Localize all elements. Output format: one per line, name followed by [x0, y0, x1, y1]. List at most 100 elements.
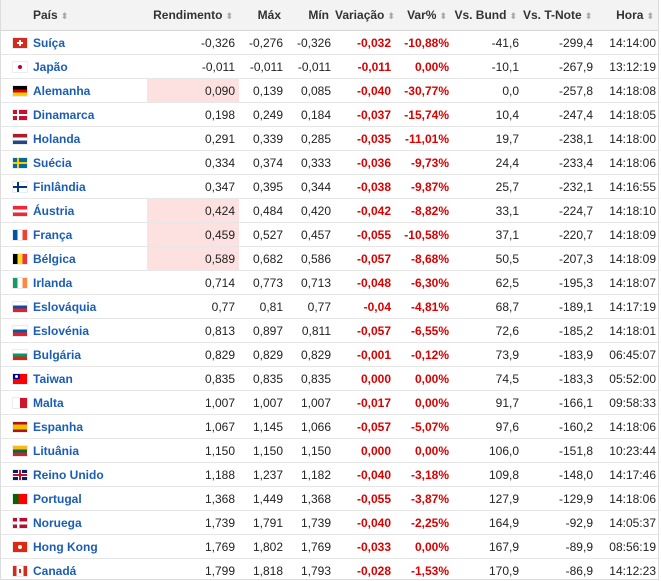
high-column-header[interactable]: Máx [239, 0, 287, 31]
country-link[interactable]: Suécia [33, 155, 72, 170]
country-cell[interactable]: Suécia [33, 150, 147, 175]
country-cell[interactable]: Japão [33, 54, 147, 79]
country-cell[interactable]: Áustria [33, 198, 147, 223]
country-link[interactable]: Lituânia [33, 443, 80, 458]
country-cell[interactable]: Espanha [33, 414, 147, 439]
high-cell: 0,682 [239, 246, 287, 271]
flag-cell [1, 222, 33, 247]
vs-bund-cell: -10,1 [453, 54, 523, 79]
country-link[interactable]: Hong Kong [33, 539, 98, 554]
si-flag-icon [13, 326, 27, 337]
country-link[interactable]: Malta [33, 395, 64, 410]
country-link[interactable]: Portugal [33, 491, 82, 506]
country-link[interactable]: Eslováquia [33, 299, 97, 314]
table-row: Bélgica 0,589 0,682 0,586 -0,057 -8,68% 50,5 -2… [1, 246, 658, 271]
country-cell[interactable]: Taiwan [33, 366, 147, 391]
low-cell: 1,769 [287, 534, 335, 559]
table-row: Bulgária 0,829 0,829 0,829 -0,001 -0,12% 73,9-… [1, 342, 658, 367]
sort-icon[interactable]: ⬍ [646, 11, 654, 21]
vs-tnote-column-header[interactable]: Vs. T-Note ⬍ [523, 0, 597, 31]
country-cell[interactable]: Alemanha [33, 78, 147, 103]
sort-icon[interactable]: ⬍ [60, 11, 69, 21]
country-cell[interactable]: Portugal [33, 486, 147, 511]
low-cell: 1,739 [287, 510, 335, 535]
country-link[interactable]: Finlândia [33, 179, 86, 194]
change-pct-cell: -6,55% [395, 318, 453, 343]
table-row: Alemanha 0,090 0,139 0,085 -0,040 -30,77% 0,0-… [1, 78, 658, 103]
change-column-header[interactable]: Variação ⬍ [335, 0, 395, 31]
country-link[interactable]: Japão [33, 59, 68, 74]
country-link[interactable]: Taiwan [33, 371, 73, 386]
header-row: País ⬍ Rendimento ⬍ Máx Mín Variação ⬍ Var%… [1, 0, 658, 31]
country-link[interactable]: Eslovénia [33, 323, 90, 338]
country-cell[interactable]: França [33, 222, 147, 247]
country-cell[interactable]: Irlanda [33, 270, 147, 295]
country-cell[interactable]: Hong Kong [33, 534, 147, 559]
change-pct-cell: -9,73% [395, 150, 453, 175]
low-column-header[interactable]: Mín [287, 0, 335, 31]
change-pct-column-header[interactable]: Var% ⬍ [395, 0, 453, 31]
country-link[interactable]: Bélgica [33, 251, 76, 266]
high-cell: 0,835 [239, 366, 287, 391]
change-cell: -0,032 [335, 30, 395, 55]
yield-cell: 1,799 [147, 558, 239, 579]
country-link[interactable]: Alemanha [33, 83, 91, 98]
country-cell[interactable]: Suíça [33, 30, 147, 55]
low-cell: 0,457 [287, 222, 335, 247]
time-cell: 14:18:10 [597, 198, 658, 223]
sort-icon[interactable]: ⬍ [387, 11, 395, 21]
time-cell: 05:52:00 [597, 366, 658, 391]
sort-icon[interactable]: ⬍ [439, 11, 447, 21]
yield-column-header[interactable]: Rendimento ⬍ [147, 0, 239, 31]
country-cell[interactable]: Eslováquia [33, 294, 147, 319]
vs-bund-cell: 170,9 [453, 558, 523, 579]
change-cell: -0,017 [335, 390, 395, 415]
country-link[interactable]: Holanda [33, 131, 81, 146]
flag-cell [1, 462, 33, 487]
country-cell[interactable]: Dinamarca [33, 102, 147, 127]
low-cell: 1,150 [287, 438, 335, 463]
country-link[interactable]: Dinamarca [33, 107, 95, 122]
country-cell[interactable]: Reino Unido [33, 462, 147, 487]
country-cell[interactable]: Lituânia [33, 438, 147, 463]
country-cell[interactable]: Canadá [33, 558, 147, 579]
country-link[interactable]: Áustria [33, 203, 75, 218]
country-cell[interactable]: Bulgária [33, 342, 147, 367]
country-link[interactable]: Reino Unido [33, 467, 104, 482]
vs-tnote-cell: -195,3 [523, 270, 597, 295]
low-cell: -0,326 [287, 30, 335, 55]
country-cell[interactable]: Holanda [33, 126, 147, 151]
change-cell: -0,037 [335, 102, 395, 127]
vs-tnote-cell: -189,1 [523, 294, 597, 319]
change-cell: -0,033 [335, 534, 395, 559]
vs-bund-column-header[interactable]: Vs. Bund ⬍ [453, 0, 523, 31]
low-cell: 0,285 [287, 126, 335, 151]
country-link[interactable]: Bulgária [33, 347, 82, 362]
country-column-header[interactable]: País ⬍ [33, 0, 147, 31]
country-link[interactable]: Noruega [33, 515, 82, 530]
vs-bund-cell: 10,4 [453, 102, 523, 127]
country-cell[interactable]: Finlândia [33, 174, 147, 199]
country-cell[interactable]: Bélgica [33, 246, 147, 271]
time-cell: 14:18:05 [597, 102, 658, 127]
change-pct-cell: -3,18% [395, 462, 453, 487]
time-column-header[interactable]: Hora ⬍ [597, 0, 658, 31]
yield-cell: 1,067 [147, 414, 239, 439]
country-cell[interactable]: Noruega [33, 510, 147, 535]
country-cell[interactable]: Eslovénia [33, 318, 147, 343]
sort-icon[interactable]: ⬍ [584, 11, 593, 21]
country-link[interactable]: França [33, 227, 73, 242]
country-link[interactable]: Suíça [33, 35, 66, 50]
sort-icon[interactable]: ⬍ [225, 11, 233, 21]
country-link[interactable]: Espanha [33, 419, 84, 434]
time-cell: 14:18:00 [597, 126, 658, 151]
sort-icon[interactable]: ⬍ [509, 11, 517, 21]
vs-bund-cell: 50,5 [453, 246, 523, 271]
change-cell: 0,000 [335, 366, 395, 391]
country-link[interactable]: Irlanda [33, 275, 73, 290]
country-link[interactable]: Canadá [33, 563, 77, 578]
country-cell[interactable]: Malta [33, 390, 147, 415]
change-cell: -0,028 [335, 558, 395, 579]
high-cell: 1,791 [239, 510, 287, 535]
flag-cell [1, 318, 33, 343]
